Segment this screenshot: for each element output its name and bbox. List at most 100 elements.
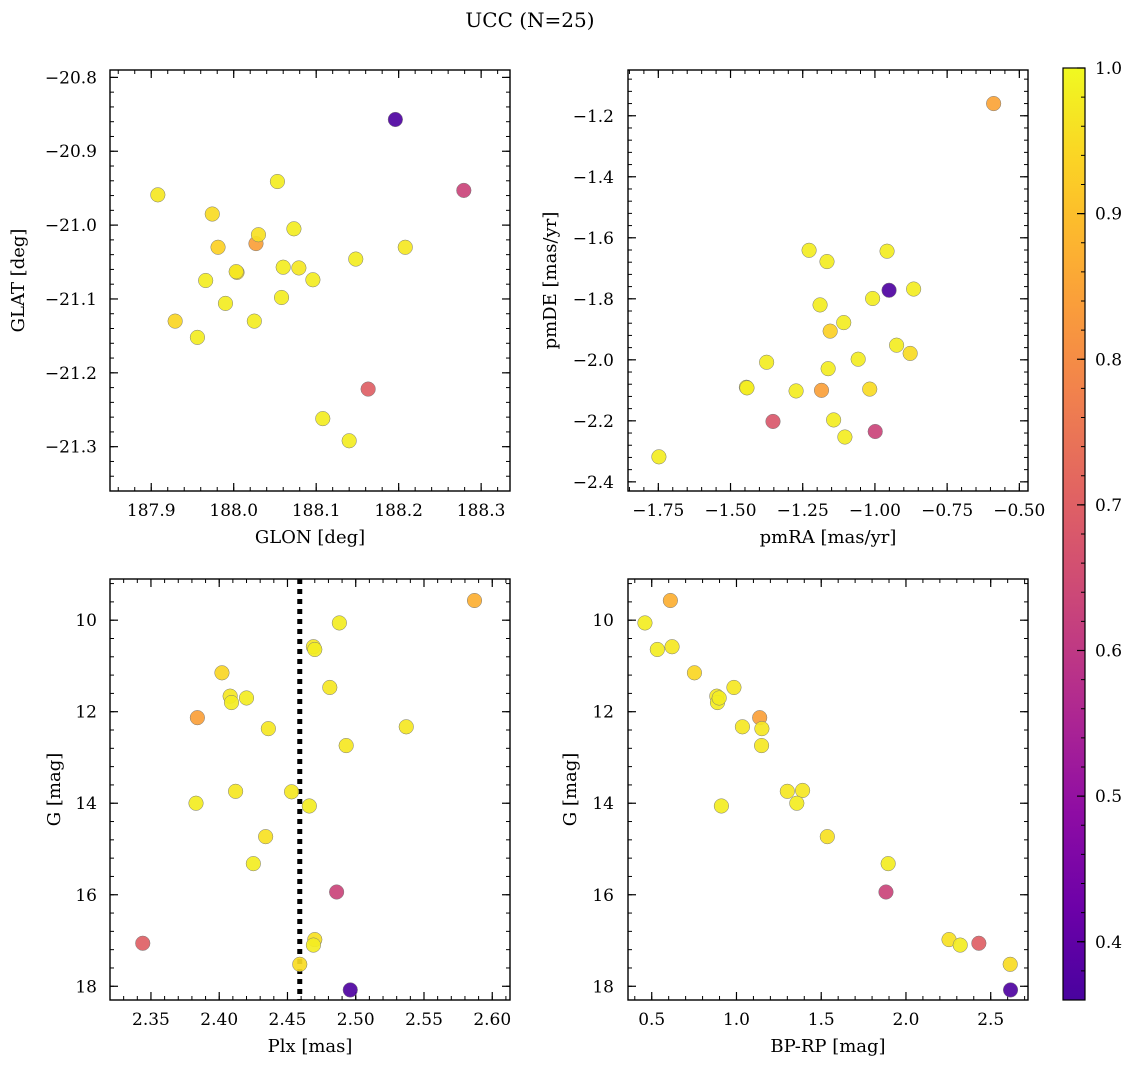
x-tick-label: 2.40 [200, 1010, 238, 1030]
scatter-point [189, 710, 205, 726]
scatter-point [329, 884, 345, 900]
panel-glon-glat: 187.9 188.0 188.1 188.2 188.3 −21.3 −21.2 −21.1… [8, 68, 511, 548]
scatter-point [275, 259, 291, 275]
y-tick-label: −2.2 [573, 412, 614, 432]
scatter-point [228, 783, 244, 799]
scatter-point [889, 337, 905, 353]
scatter-point [217, 295, 234, 311]
scatter-point [360, 381, 376, 397]
minor-ticks [628, 70, 1028, 491]
x-tick-label: −1.00 [849, 501, 901, 521]
y-axis-label: G [mag] [44, 753, 65, 826]
y-tick-label: 10 [75, 611, 97, 631]
x-tick-label: 2.35 [132, 1010, 170, 1030]
x-tick-label: 188.3 [457, 501, 506, 521]
scatter-point [260, 721, 276, 737]
scatter-point [836, 315, 852, 331]
scatter-point [284, 784, 300, 800]
colorbar-tick-label: 0.4 [1095, 933, 1122, 953]
scatter-point [754, 721, 770, 737]
x-axis-label: GLON [deg] [255, 527, 365, 548]
colorbar-tick-label: 1.0 [1095, 59, 1122, 79]
y-tick-label: 16 [75, 886, 97, 906]
scatter-point [759, 354, 775, 370]
scatter-point [214, 665, 230, 681]
y-tick-label: 14 [75, 794, 97, 814]
scatter-point [878, 884, 894, 900]
colorbar-tick-label: 0.7 [1095, 496, 1122, 516]
scatter-point [204, 206, 220, 222]
scatter-point [189, 329, 205, 345]
scatter-point [250, 227, 267, 243]
scatter-point [779, 783, 795, 799]
scatter-point [880, 856, 896, 872]
scatter-point [301, 798, 317, 814]
scatter-point [971, 935, 987, 951]
scatter-point [826, 412, 842, 428]
scatter-point [819, 829, 835, 845]
x-tick-label: 188.0 [209, 501, 258, 521]
x-axis-label: pmRA [mas/yr] [760, 527, 897, 548]
colorbar-tick-label: 0.8 [1095, 350, 1122, 370]
scatter-point [331, 615, 347, 631]
scatter-point [198, 272, 214, 289]
panel-bprp-g: 0.5 1.0 1.5 2.0 2.5 10 12 14 16 18 BP-RP [mag] G [m… [560, 578, 1029, 1057]
scatter-point [150, 187, 166, 203]
scatter-point [286, 221, 302, 237]
scatter-point [813, 382, 830, 398]
y-tick-label: −2.0 [573, 351, 614, 371]
scatter-point [850, 351, 866, 367]
scatter-point [246, 313, 262, 329]
minor-ticks [628, 579, 1028, 1000]
scatter-point [228, 264, 244, 280]
scatter-point [466, 592, 483, 609]
scatter-point [788, 383, 804, 399]
y-tick-label: 16 [592, 886, 614, 906]
x-tick-label: −0.75 [921, 501, 973, 521]
scatter-point [342, 982, 358, 998]
scatter-point [291, 260, 307, 276]
panel-plx-g: 2.35 2.40 2.45 2.50 2.55 2.60 10 12 14 16 18 Plx [m… [44, 578, 511, 1057]
y-axis-label: G [mag] [560, 753, 581, 826]
y-axis-label: pmDE [mas/yr] [540, 212, 561, 350]
scatter-point [245, 856, 261, 872]
scatter-point [305, 272, 321, 288]
scatter-point [188, 795, 204, 811]
x-tick-label: −0.50 [993, 501, 1045, 521]
x-tick-label: −1.75 [632, 501, 684, 521]
y-tick-label: 18 [75, 977, 97, 997]
scatter-point [398, 719, 414, 735]
panel-pmra-pmde: −1.75 −1.50 −1.25 −1.00 −0.75 −0.50 −2.4 −2.2 −2… [540, 69, 1045, 548]
x-tick-label: 2.45 [269, 1010, 307, 1030]
scatter-point [664, 639, 680, 655]
x-axis-label: Plx [mas] [268, 1036, 353, 1057]
y-tick-label: −20.9 [45, 142, 97, 162]
y-tick-label: 14 [592, 794, 614, 814]
scatter-point [1002, 956, 1018, 972]
x-tick-label: 2.50 [337, 1010, 375, 1030]
colorbar-tick-label: 0.9 [1095, 205, 1122, 225]
scatter-point [397, 239, 413, 255]
scatter-point [651, 449, 667, 465]
plot-frame [109, 69, 511, 492]
y-tick-label: 12 [75, 703, 97, 723]
scatter-point [341, 433, 357, 449]
x-tick-label: 187.9 [127, 501, 176, 521]
y-tick-label: −1.8 [573, 290, 614, 310]
scatter-point [822, 323, 838, 339]
scatter-point [649, 641, 665, 658]
x-tick-label: 188.1 [292, 501, 341, 521]
x-tick-label: 1.5 [808, 1010, 835, 1030]
y-tick-label: 12 [592, 703, 614, 723]
scatter-point [865, 290, 881, 307]
scatter-point [135, 935, 151, 951]
scatter-point [387, 111, 403, 128]
x-tick-label: 2.60 [473, 1010, 511, 1030]
colorbar-tick-label: 0.6 [1095, 642, 1122, 662]
y-tick-label: −20.8 [45, 68, 97, 88]
scatter-point [167, 313, 183, 329]
x-tick-label: 1.0 [723, 1010, 750, 1030]
scatter-point [837, 429, 853, 445]
scatter-point [906, 281, 922, 297]
